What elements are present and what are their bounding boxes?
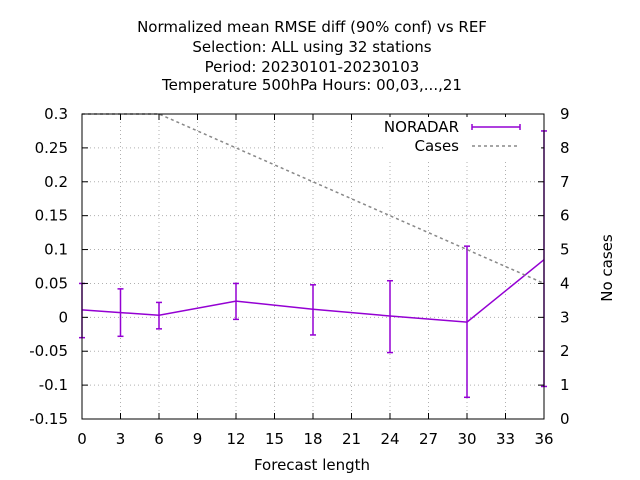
- x-tick-label: 6: [154, 430, 164, 448]
- y-tick-label: 0.15: [35, 207, 68, 225]
- y2-tick-label: 3: [560, 308, 570, 326]
- title-line-4: Temperature 500hPa Hours: 00,03,...,21: [161, 76, 462, 94]
- title-line-1: Normalized mean RMSE diff (90% conf) vs …: [137, 18, 487, 36]
- series-line-noradar: [81, 259, 545, 323]
- y2-tick-label: 9: [560, 105, 570, 123]
- x-tick-label: 12: [226, 430, 245, 448]
- legend-label: NORADAR: [384, 118, 459, 136]
- x-tick-label: 3: [116, 430, 126, 448]
- legend-label: Cases: [414, 137, 459, 155]
- y-tick-label: 0: [58, 308, 68, 326]
- x-tick-label: 33: [496, 430, 515, 448]
- y2-tick-label: 2: [560, 342, 570, 360]
- y2-tick-label: 0: [560, 410, 570, 428]
- y2-axis-label: No cases: [598, 234, 616, 302]
- y2-tick-label: 5: [560, 241, 570, 259]
- y-tick-label: 0.05: [35, 274, 68, 292]
- x-tick-label: 30: [457, 430, 476, 448]
- x-tick-label: 36: [534, 430, 553, 448]
- x-tick-label: 9: [193, 430, 203, 448]
- title-line-3: Period: 20230101-20230103: [205, 58, 420, 76]
- x-axis-label: Forecast length: [254, 456, 370, 474]
- legend-background: [384, 117, 541, 159]
- x-tick-label: 15: [265, 430, 284, 448]
- x-tick-label: 24: [380, 430, 399, 448]
- chart-title: Normalized mean RMSE diff (90% conf) vs …: [137, 18, 487, 94]
- x-tick-label: 21: [342, 430, 361, 448]
- y-tick-label: 0.25: [35, 139, 68, 157]
- y-tick-label: 0.1: [44, 241, 68, 259]
- axis-ticks: 0 3 6 9 12 15 18 21 24 27 30 33 36-0.15-0.1-0.0500.0…: [29, 105, 569, 448]
- x-tick-label: 18: [303, 430, 322, 448]
- y-tick-label: -0.15: [29, 410, 68, 428]
- y-tick-label: -0.1: [39, 376, 68, 394]
- y-tick-label: 0.2: [44, 173, 68, 191]
- y2-tick-label: 4: [560, 274, 570, 292]
- y2-tick-label: 6: [560, 207, 570, 225]
- y2-tick-label: 8: [560, 139, 570, 157]
- x-tick-label: 0: [77, 430, 87, 448]
- y2-tick-label: 7: [560, 173, 570, 191]
- y-tick-label: 0.3: [44, 105, 68, 123]
- y2-tick-label: 1: [560, 376, 570, 394]
- grid: [82, 114, 544, 419]
- y-tick-label: -0.05: [29, 342, 68, 360]
- x-tick-label: 27: [419, 430, 438, 448]
- title-line-2: Selection: ALL using 32 stations: [192, 38, 431, 56]
